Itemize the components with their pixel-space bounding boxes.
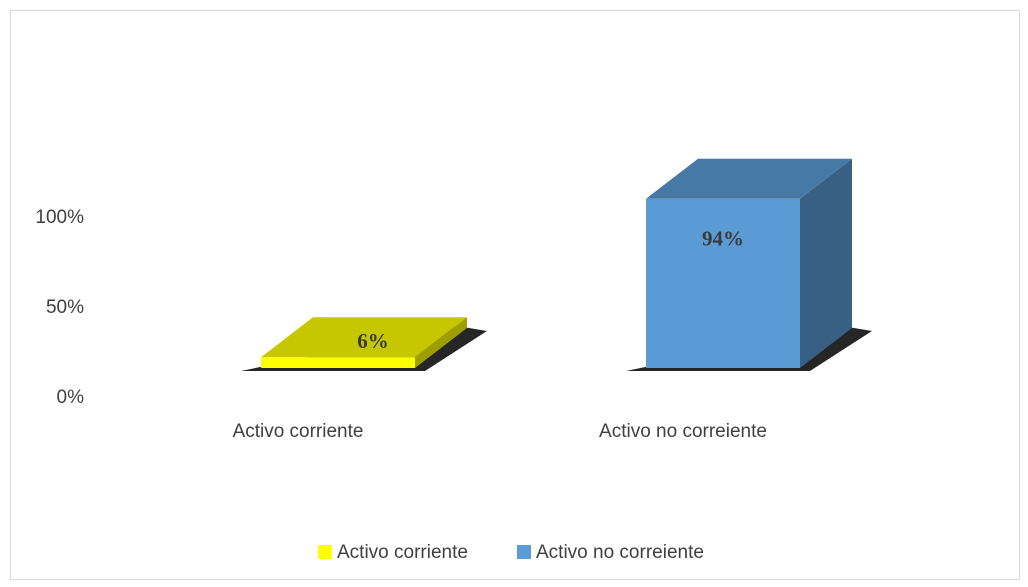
bar-side — [800, 158, 852, 368]
x-tick-label: Activo no correiente — [599, 421, 767, 442]
bar-top — [646, 158, 852, 199]
chart-border — [10, 10, 1020, 580]
value-label: 94% — [702, 227, 744, 251]
legend-swatch — [318, 545, 332, 559]
bar-side — [415, 317, 467, 368]
y-tick-label: 50% — [46, 297, 84, 318]
legend-swatch — [517, 545, 531, 559]
bar — [261, 357, 415, 368]
legend-label: Activo no correiente — [536, 542, 704, 563]
value-label: 6% — [357, 329, 389, 353]
legend-label: Activo corriente — [337, 542, 468, 563]
y-tick-label: 100% — [35, 207, 84, 228]
bar-top — [261, 317, 467, 358]
bar — [646, 198, 800, 368]
y-tick-label: 0% — [57, 387, 85, 408]
x-tick-label: Activo corriente — [233, 421, 364, 442]
